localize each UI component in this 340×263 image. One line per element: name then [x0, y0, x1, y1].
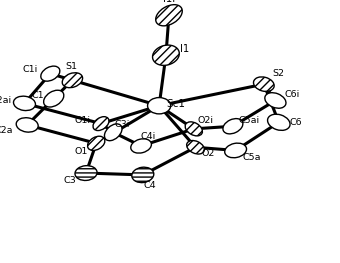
Ellipse shape [265, 93, 286, 108]
Text: C4i: C4i [140, 132, 155, 141]
Text: C1: C1 [31, 92, 44, 100]
Ellipse shape [131, 139, 151, 153]
Ellipse shape [41, 66, 60, 81]
Text: C5a: C5a [243, 153, 261, 162]
Ellipse shape [254, 77, 274, 92]
Ellipse shape [88, 136, 105, 150]
Text: O1: O1 [74, 147, 88, 156]
Ellipse shape [75, 166, 97, 180]
Ellipse shape [268, 114, 290, 130]
Text: O1i: O1i [75, 116, 91, 125]
Ellipse shape [16, 118, 38, 132]
Text: Sc1: Sc1 [167, 99, 186, 109]
Text: C4: C4 [143, 181, 156, 190]
Text: C1i: C1i [23, 65, 38, 74]
Text: I1i: I1i [163, 0, 175, 4]
Ellipse shape [187, 140, 204, 154]
Text: S1: S1 [65, 62, 78, 71]
Text: O2: O2 [202, 149, 215, 158]
Ellipse shape [62, 73, 83, 88]
Text: C3i: C3i [114, 120, 130, 129]
Ellipse shape [225, 143, 246, 158]
Text: C6: C6 [289, 118, 302, 127]
Text: C6i: C6i [284, 90, 299, 99]
Ellipse shape [132, 167, 154, 183]
Ellipse shape [185, 122, 202, 136]
Text: C2a: C2a [0, 126, 13, 135]
Ellipse shape [14, 96, 35, 110]
Text: C5ai: C5ai [239, 116, 260, 125]
Ellipse shape [153, 45, 179, 65]
Ellipse shape [148, 98, 171, 114]
Text: S2: S2 [272, 69, 284, 78]
Text: C2ai: C2ai [0, 96, 12, 105]
Ellipse shape [104, 124, 122, 141]
Ellipse shape [156, 5, 182, 26]
Text: I1: I1 [180, 44, 189, 54]
Ellipse shape [44, 90, 64, 107]
Ellipse shape [223, 119, 243, 134]
Text: O2i: O2i [198, 116, 214, 125]
Text: C3: C3 [63, 176, 76, 185]
Ellipse shape [93, 117, 109, 130]
